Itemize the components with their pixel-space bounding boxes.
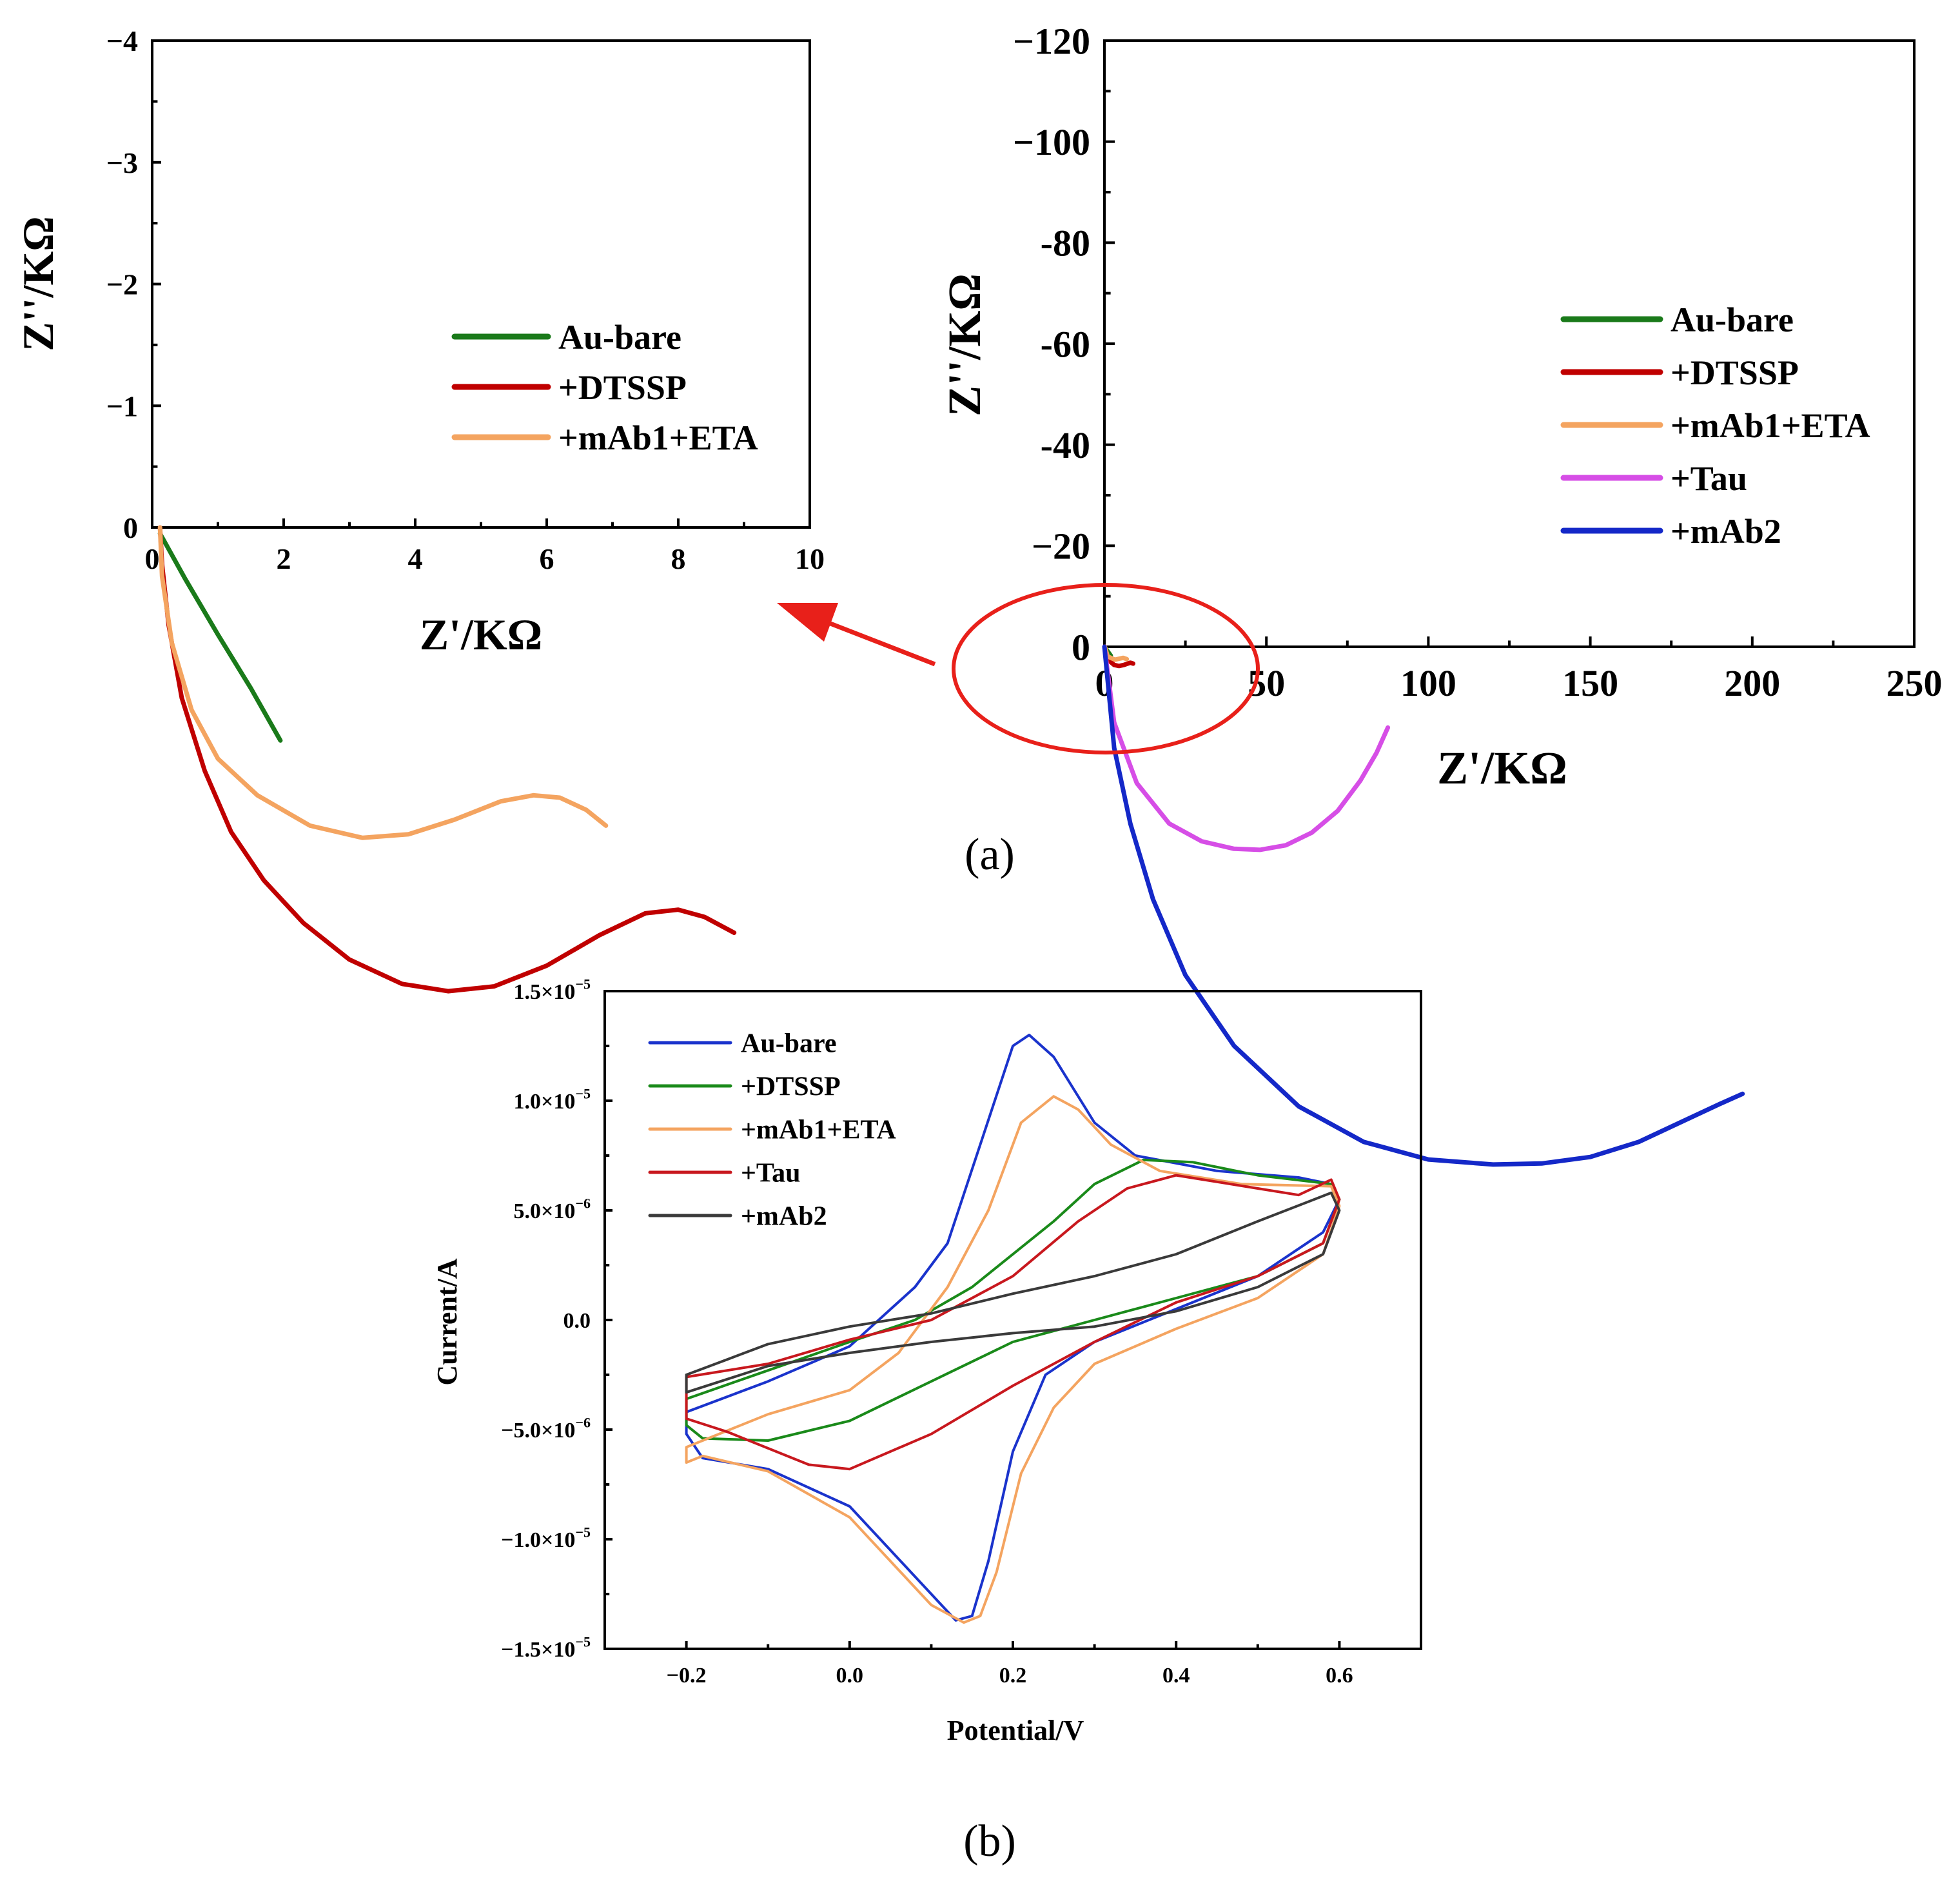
inset-x-axis-title: Z'/KΩ xyxy=(420,610,543,659)
inset-x-tick-label: 10 xyxy=(795,542,825,575)
cv-legend-label-dtssp: +DTSSP xyxy=(741,1072,841,1102)
inset-x-tick-label: 6 xyxy=(540,542,554,575)
cv-y-axis-title: Current/A xyxy=(431,1258,463,1385)
inset-series-au-bare xyxy=(157,531,283,743)
cv-legend-label-mab1-eta: +mAb1+ETA xyxy=(741,1116,896,1145)
nyquist-x-ticks: 0 50 100 150 200 250 xyxy=(1095,636,1943,704)
nyquist-legend-label-tau: +Tau xyxy=(1671,459,1747,498)
nyquist-y-tick-label: −120 xyxy=(1013,20,1090,62)
inset-legend-label-mab1-eta: +mAb1+ETA xyxy=(558,419,758,457)
cv-y-tick-label: −5.0×10−6 xyxy=(501,1415,591,1443)
inset-y-axis-title: Z''/KΩ xyxy=(14,216,63,351)
inset-y-tick-label: −3 xyxy=(106,146,138,179)
cv-y-tick-label: 1.0×10−5 xyxy=(513,1086,591,1114)
cv-curves xyxy=(685,1034,1341,1624)
inset-x-tick-label: 0 xyxy=(145,542,160,575)
nyquist-chart: 0 50 100 150 200 250 0 −20 -40 -60 -80 −100 −120 Z'… xyxy=(777,20,1943,1167)
cv-x-axis-title: Potential/V xyxy=(947,1715,1084,1746)
cv-series-tau xyxy=(685,1174,1341,1471)
inset-x-tick-label: 8 xyxy=(671,542,686,575)
nyquist-plot-frame xyxy=(1103,39,1916,648)
cv-chart: −0.2 0.0 0.2 0.4 0.6 1.5×10−5 1.0×10−5 5.0×10−… xyxy=(431,976,1422,1746)
cv-x-ticks: −0.2 0.0 0.2 0.4 0.6 xyxy=(667,1641,1353,1688)
nyquist-legend-label-mab2: +mAb2 xyxy=(1671,512,1781,551)
cv-legend-label-tau: +Tau xyxy=(741,1159,800,1188)
nyquist-y-tick-label: 0 xyxy=(1072,626,1090,668)
cv-y-tick-exponent: −6 xyxy=(575,1196,591,1212)
cv-legend-label-au-bare: Au-bare xyxy=(741,1029,837,1059)
zoom-callout-circle xyxy=(952,583,1260,754)
cv-x-tick-label: 0.2 xyxy=(999,1664,1027,1688)
zoom-callout-arrow-head xyxy=(777,603,838,642)
inset-x-tick-label: 4 xyxy=(408,542,423,575)
inset-x-ticks: 0 2 4 6 8 10 xyxy=(145,518,825,575)
nyquist-x-axis-title: Z'/KΩ xyxy=(1437,742,1567,794)
cv-legend-label-mab2: +mAb2 xyxy=(741,1202,827,1232)
cv-x-tick-label: 0.0 xyxy=(836,1664,864,1688)
inset-curves xyxy=(157,525,737,994)
inset-series-mab1-eta xyxy=(157,525,609,840)
inset-x-tick-label: 2 xyxy=(277,542,291,575)
cv-y-tick-label: 5.0×10−6 xyxy=(513,1196,591,1223)
inset-legend-label-au-bare: Au-bare xyxy=(558,318,681,357)
nyquist-y-tick-label: −100 xyxy=(1013,121,1090,163)
cv-legend: Au-bare +DTSSP +mAb1+ETA +Tau +mAb2 xyxy=(648,1029,896,1232)
inset-y-tick-label: −4 xyxy=(106,25,138,57)
nyquist-series-mab2 xyxy=(1102,644,1745,1167)
nyquist-y-tick-label: -40 xyxy=(1041,424,1090,466)
nyquist-y-tick-label: -60 xyxy=(1041,323,1090,365)
cv-series-au-bare xyxy=(685,1034,1341,1622)
inset-y-ticks: 0 −1 −2 −3 −4 xyxy=(106,25,161,544)
cv-y-tick-label: −1.0×10−5 xyxy=(501,1524,591,1552)
zoom-callout-arrow-line xyxy=(818,616,936,667)
inset-chart: 0 2 4 6 8 10 0 −1 −2 −3 −4 Z'/KΩ Z''/KΩ Au-bare +D… xyxy=(14,25,825,994)
nyquist-series-tau xyxy=(1102,644,1391,852)
cv-y-tick-exponent: −5 xyxy=(575,976,591,992)
inset-y-tick-label: 0 xyxy=(123,511,138,544)
cv-y-tick-exponent: −6 xyxy=(575,1415,591,1431)
inset-series-dtssp xyxy=(157,525,737,994)
cv-y-tick-label: −1.5×10−5 xyxy=(501,1634,591,1662)
cv-y-tick-label: 1.5×10−5 xyxy=(513,976,591,1004)
inset-y-tick-label: −1 xyxy=(106,389,138,422)
nyquist-x-tick-label: 100 xyxy=(1400,662,1456,704)
nyquist-y-axis-title: Z''/KΩ xyxy=(939,273,990,417)
cv-x-tick-label: −0.2 xyxy=(667,1664,707,1688)
nyquist-x-tick-label: 150 xyxy=(1562,662,1618,704)
nyquist-x-tick-label: 50 xyxy=(1248,662,1285,704)
nyquist-legend-label-au-bare: Au-bare xyxy=(1671,300,1794,339)
nyquist-y-tick-label: -80 xyxy=(1041,222,1090,264)
nyquist-legend: Au-bare +DTSSP +mAb1+ETA +Tau +mAb2 xyxy=(1560,300,1870,551)
cv-plot-frame xyxy=(603,990,1422,1650)
nyquist-y-ticks: 0 −20 -40 -60 -80 −100 −120 xyxy=(1013,20,1115,668)
inset-y-tick-label: −2 xyxy=(106,268,138,301)
nyquist-curves xyxy=(1102,644,1745,1167)
nyquist-legend-label-mab1-eta: +mAb1+ETA xyxy=(1671,406,1870,445)
inset-legend: Au-bare +DTSSP +mAb1+ETA xyxy=(451,318,758,457)
cv-y-tick-exponent: −5 xyxy=(575,1524,591,1541)
panel-label-a: (a) xyxy=(965,830,1015,880)
inset-legend-label-dtssp: +DTSSP xyxy=(558,368,687,407)
cv-y-tick-exponent: −5 xyxy=(575,1634,591,1650)
panel-label-b: (b) xyxy=(963,1817,1016,1866)
cv-y-tick-label: 0.0 xyxy=(564,1309,591,1333)
cv-series-mab2 xyxy=(685,1191,1341,1394)
nyquist-x-tick-label: 200 xyxy=(1724,662,1780,704)
cv-y-ticks: 1.5×10−5 1.0×10−5 5.0×10−6 0.0 −5.0×10−6 −1.0… xyxy=(501,976,612,1662)
cv-x-tick-label: 0.4 xyxy=(1162,1664,1190,1688)
cv-x-tick-label: 0.6 xyxy=(1326,1664,1353,1688)
nyquist-x-tick-label: 250 xyxy=(1886,662,1943,704)
cv-y-tick-exponent: −5 xyxy=(575,1086,591,1102)
nyquist-y-tick-label: −20 xyxy=(1032,526,1090,567)
nyquist-legend-label-dtssp: +DTSSP xyxy=(1671,353,1799,392)
